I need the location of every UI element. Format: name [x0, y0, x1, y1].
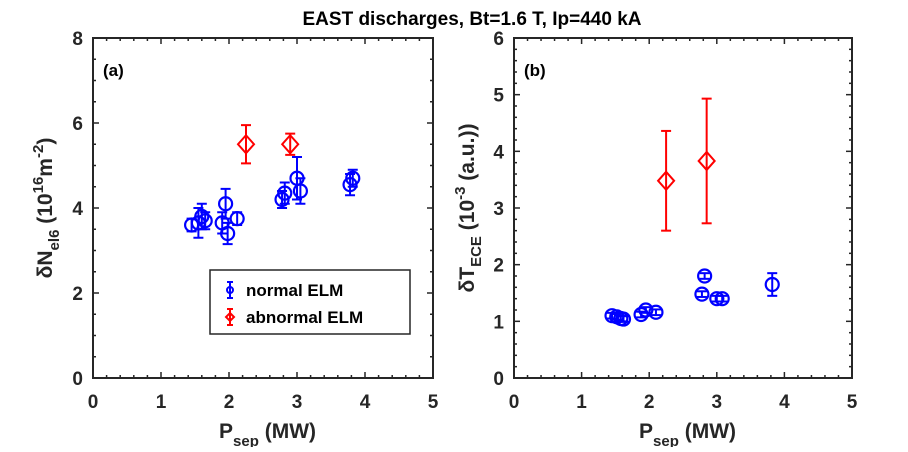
y-axis-label: δNel6 (1016m-2) — [30, 138, 63, 279]
x-tick-label: 1 — [156, 392, 167, 413]
y-axis-label: δTECE (10-3 (a.u.)) — [452, 124, 485, 293]
panel-label: (b) — [524, 61, 546, 80]
y-tick-label: 2 — [493, 256, 504, 277]
y-tick-label: 1 — [493, 312, 504, 333]
y-tick-label: 0 — [72, 369, 83, 390]
x-tick-label: 2 — [224, 392, 235, 413]
data-point-normal — [218, 196, 234, 212]
legend-label: abnormal ELM — [246, 308, 363, 327]
panel-label: (a) — [103, 61, 124, 80]
data-point-normal — [648, 304, 664, 320]
axes-frame — [513, 37, 853, 379]
x-tick-label: 0 — [509, 392, 520, 413]
legend-box — [209, 269, 411, 335]
legend-marker-diamond — [224, 311, 236, 323]
data-point-abnormal — [697, 150, 716, 172]
x-tick-label: 5 — [428, 392, 439, 413]
data-point-abnormal — [236, 133, 256, 155]
data-point-normal — [292, 183, 308, 199]
x-tick-label: 0 — [88, 392, 99, 413]
data-point-normal — [709, 291, 725, 307]
y-tick-label: 2 — [72, 284, 83, 305]
x-tick-label: 1 — [576, 392, 587, 413]
legend-marker-circle — [226, 286, 234, 294]
data-point-normal — [197, 213, 213, 229]
x-tick-label: 3 — [712, 392, 723, 413]
data-point-normal — [694, 286, 710, 302]
y-tick-label: 0 — [493, 369, 504, 390]
y-tick-label: 5 — [493, 86, 504, 107]
data-point-normal — [277, 185, 293, 201]
y-tick-label: 6 — [493, 29, 504, 50]
legend: normal ELM abnormal ELM — [209, 269, 411, 335]
x-tick-label: 2 — [644, 392, 655, 413]
panel-b: 0 1 2 3 4 5 0 1 2 3 4 5 6 (b) Psep (MW) δTECE (10-3 (a.… — [452, 29, 858, 450]
data-point-normal — [764, 276, 780, 293]
data-point-normal — [229, 211, 245, 227]
x-tick-label: 4 — [779, 392, 790, 413]
data-point-normal — [220, 225, 236, 242]
x-tick-label: 5 — [847, 392, 858, 413]
data-point-normal — [697, 268, 713, 284]
data-point-normal — [714, 291, 730, 307]
x-tick-label: 4 — [360, 392, 371, 413]
x-axis-label: Psep (MW) — [219, 420, 316, 447]
y-tick-label: 4 — [72, 199, 83, 220]
y-tick-label: 3 — [493, 199, 504, 220]
data-point-normal — [615, 311, 632, 327]
x-tick-label: 3 — [292, 392, 303, 413]
data-point-abnormal — [280, 133, 300, 155]
x-axis-label: Psep (MW) — [639, 420, 736, 447]
y-tick-label: 6 — [72, 114, 83, 135]
data-point-normal — [194, 208, 210, 225]
panel-a: 0 1 2 3 4 5 0 2 4 6 8 (a) Psep (MW) δNel6 (1016m-2) — [30, 29, 439, 450]
legend-label: normal ELM — [246, 281, 343, 300]
data-point-abnormal — [656, 170, 676, 192]
y-tick-label: 8 — [72, 29, 83, 50]
y-tick-label: 4 — [493, 142, 504, 163]
figure-title: EAST discharges, Bt=1.6 T, Ip=440 kA — [303, 9, 642, 30]
data-point-normal — [345, 170, 361, 186]
